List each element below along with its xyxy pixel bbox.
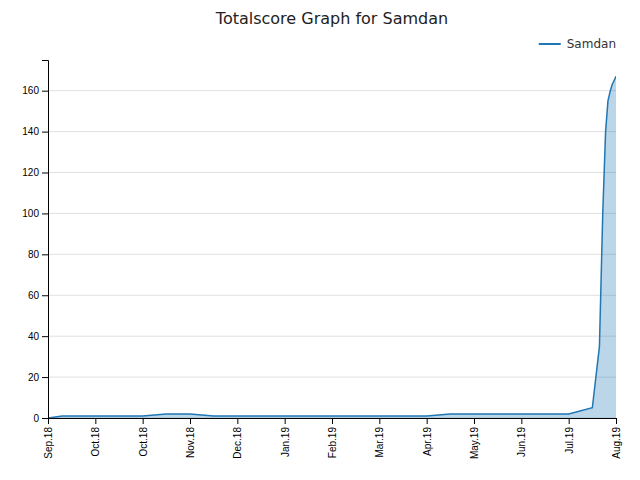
x-tick-mark: [237, 418, 238, 424]
grid-line: [48, 295, 616, 296]
y-tick-label: 40: [28, 331, 40, 342]
y-axis-line: [42, 61, 49, 419]
x-tick: Apr.19: [422, 418, 433, 456]
y-tick: 100: [22, 208, 48, 219]
y-tick: 40: [28, 331, 48, 342]
x-tick-mark: [569, 418, 570, 424]
x-tick-label: Mar.19: [374, 427, 385, 458]
x-tick-mark: [332, 418, 333, 424]
x-tick: Dec.18: [232, 418, 243, 459]
grid-line: [48, 377, 616, 378]
y-tick-mark: [42, 418, 48, 419]
chart: Sep.18 Oct.18 Oct.18 Nov.18 Dec.18 Jan.19 Feb.…: [0, 0, 640, 480]
y-tick: 120: [22, 167, 48, 178]
x-tick: Oct.18: [138, 418, 149, 456]
y-tick: 0: [33, 413, 48, 424]
x-tick-mark: [95, 418, 96, 424]
y-tick-label: 100: [22, 208, 39, 219]
y-tick-label: 0: [33, 413, 39, 424]
y-tick-mark: [42, 91, 48, 92]
x-axis-line: [49, 419, 617, 425]
x-tick: Jan.19: [280, 418, 291, 457]
title: Totalscore Graph for Samdan: [215, 9, 448, 28]
y-tick-mark: [42, 336, 48, 337]
grid: [48, 91, 616, 418]
x-tick-label: Nov.18: [185, 427, 196, 458]
x-tick: Jul.19: [564, 418, 575, 454]
y-tick-mark: [42, 173, 48, 174]
area: [48, 76, 616, 418]
y-tick-label: 120: [22, 167, 39, 178]
legend-swatch: [539, 43, 561, 45]
grid-line: [48, 336, 616, 337]
x-tick-label: Oct.18: [138, 427, 149, 457]
x-tick: Oct.18: [90, 418, 101, 456]
x-tick: Feb.19: [327, 418, 338, 458]
legend-item: Samdan: [539, 37, 616, 51]
grid-line: [48, 213, 616, 214]
grid-line: [48, 90, 616, 91]
x-tick-mark: [143, 418, 144, 424]
y-tick-mark: [42, 295, 48, 296]
y-tick-label: 80: [28, 249, 40, 260]
x-tick-mark: [427, 418, 428, 424]
y-tick-label: 160: [22, 85, 39, 96]
x-tick: Mar.19: [374, 418, 385, 458]
x-tick: Aug.19: [611, 418, 622, 459]
x-tick: Nov.18: [185, 418, 196, 458]
legend-label: Samdan: [567, 37, 616, 51]
legend: Samdan: [539, 37, 616, 51]
y-tick: 80: [28, 249, 48, 260]
x-axis: Sep.18 Oct.18 Oct.18 Nov.18 Dec.18 Jan.19 Feb.…: [43, 418, 622, 459]
grid-line: [48, 172, 616, 173]
y-tick-mark: [42, 213, 48, 214]
grid-line: [48, 131, 616, 132]
y-tick-mark: [42, 254, 48, 255]
y-tick: 160: [22, 85, 48, 96]
x-tick-label: Feb.19: [327, 427, 338, 459]
x-tick-mark: [521, 418, 522, 424]
x-tick-label: Aug.19: [611, 427, 622, 459]
x-tick-label: Dec.18: [232, 427, 243, 459]
x-tick-label: Jan.19: [280, 427, 291, 457]
x-tick-label: May.19: [469, 427, 480, 459]
x-tick-label: Jun.19: [516, 427, 527, 457]
x-tick-mark: [474, 418, 475, 424]
y-tick-mark: [42, 132, 48, 133]
x-tick: Sep.18: [43, 418, 54, 459]
plot: Sep.18 Oct.18 Oct.18 Nov.18 Dec.18 Jan.19 Feb.…: [22, 61, 622, 460]
y-tick-label: 60: [28, 290, 40, 301]
grid-line: [48, 254, 616, 255]
y-tick-label: 20: [28, 372, 40, 383]
y-tick-label: 140: [22, 126, 39, 137]
x-tick-mark: [285, 418, 286, 424]
y-tick: 60: [28, 290, 48, 301]
x-tick-label: Oct.18: [90, 427, 101, 457]
x-tick-label: Jul.19: [564, 427, 575, 454]
x-tick: May.19: [469, 418, 480, 459]
x-tick-mark: [379, 418, 380, 424]
x-tick: Jun.19: [516, 418, 527, 457]
x-tick-mark: [616, 418, 617, 424]
marks: [48, 76, 616, 418]
line: [48, 76, 616, 418]
x-tick-mark: [190, 418, 191, 424]
x-tick-label: Apr.19: [422, 427, 433, 456]
x-tick-label: Sep.18: [43, 427, 54, 459]
y-axis: 0 20 40 60 80 100 120 140 160: [22, 61, 48, 424]
y-tick: 20: [28, 372, 48, 383]
y-tick-mark: [42, 377, 48, 378]
y-tick: 140: [22, 126, 48, 137]
